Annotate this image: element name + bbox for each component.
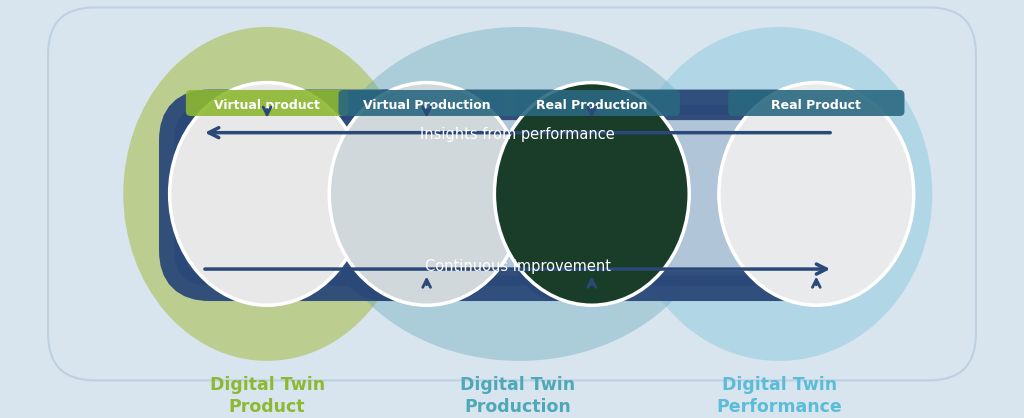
Ellipse shape (123, 27, 411, 361)
Text: Digital Twin
Product: Digital Twin Product (210, 376, 325, 416)
FancyBboxPatch shape (541, 115, 808, 275)
Text: Digital Twin
Performance: Digital Twin Performance (717, 376, 842, 416)
Ellipse shape (626, 27, 932, 361)
FancyBboxPatch shape (728, 90, 904, 116)
Text: Digital Twin
Production: Digital Twin Production (460, 376, 575, 416)
Text: Virtual Production: Virtual Production (362, 99, 490, 112)
FancyBboxPatch shape (339, 90, 515, 116)
FancyBboxPatch shape (504, 90, 680, 116)
Text: Real Product: Real Product (771, 99, 861, 112)
Text: Virtual product: Virtual product (214, 99, 321, 112)
FancyBboxPatch shape (530, 105, 818, 286)
Text: Real Production: Real Production (537, 99, 647, 112)
FancyBboxPatch shape (48, 8, 976, 380)
FancyBboxPatch shape (362, 115, 630, 275)
Ellipse shape (170, 83, 365, 305)
FancyBboxPatch shape (174, 105, 462, 286)
Ellipse shape (495, 83, 689, 305)
Ellipse shape (330, 83, 524, 305)
Ellipse shape (719, 83, 913, 305)
Ellipse shape (319, 27, 719, 361)
FancyBboxPatch shape (184, 115, 452, 275)
Text: Continuous improvement: Continuous improvement (425, 259, 610, 274)
Text: Insights from performance: Insights from performance (420, 127, 615, 142)
FancyBboxPatch shape (352, 105, 640, 286)
FancyBboxPatch shape (186, 90, 348, 116)
